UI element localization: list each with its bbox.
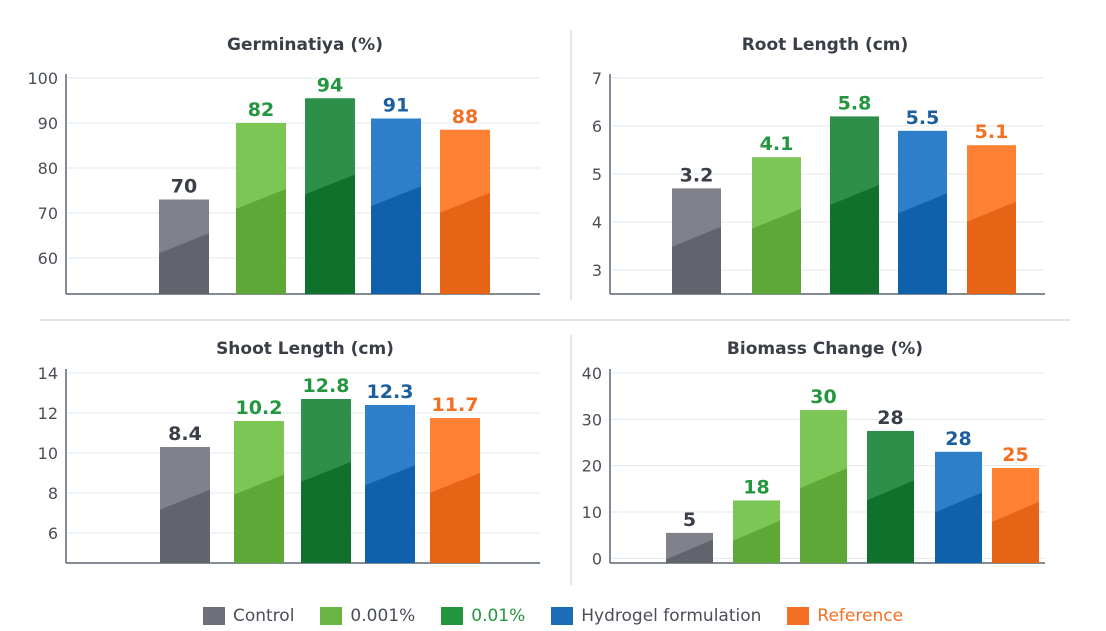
bar-value-label: 5 xyxy=(683,509,696,531)
y-tick-label: 14 xyxy=(38,364,58,383)
bar-shade xyxy=(160,489,210,563)
y-tick-label: 6 xyxy=(592,117,602,136)
bar-shade xyxy=(305,174,355,294)
bar-value-label: 88 xyxy=(452,106,478,128)
legend-label-hydrogel: Hydrogel formulation xyxy=(581,606,762,626)
y-tick-label: 100 xyxy=(27,69,58,88)
bar-value-label: 3.2 xyxy=(680,164,714,186)
legend: Control 0.001% 0.01% Hydrogel formulatio… xyxy=(0,603,1106,629)
bar-shade xyxy=(867,480,914,563)
y-tick-label: 10 xyxy=(582,503,602,522)
bar-shade xyxy=(733,520,780,563)
bar-shade xyxy=(830,184,879,294)
bar-shade xyxy=(365,465,415,563)
bar-shade xyxy=(236,188,286,294)
bar-shade xyxy=(967,201,1016,294)
bar-value-label: 28 xyxy=(877,407,903,429)
y-tick-label: 4 xyxy=(592,213,602,232)
y-tick-label: 6 xyxy=(48,524,58,543)
y-tick-label: 90 xyxy=(38,114,58,133)
bar-shade xyxy=(935,492,982,563)
bar-shade xyxy=(992,501,1039,563)
bar-shade xyxy=(301,461,351,563)
legend-item-001: 0.01% xyxy=(441,606,525,626)
bar-value-label: 4.1 xyxy=(760,133,794,155)
legend-label-reference: Reference xyxy=(817,606,904,626)
y-tick-label: 12 xyxy=(38,404,58,423)
y-tick-label: 80 xyxy=(38,159,58,178)
bar-value-label: 10.2 xyxy=(236,397,283,419)
legend-item-hydrogel: Hydrogel formulation xyxy=(551,606,761,626)
bar-value-label: 28 xyxy=(945,428,971,450)
bar-value-label: 8.4 xyxy=(168,423,202,445)
legend-swatch-hydrogel xyxy=(551,607,574,625)
y-tick-label: 70 xyxy=(38,204,58,223)
y-tick-label: 10 xyxy=(38,444,58,463)
legend-swatch-control xyxy=(202,607,225,625)
bar-shade xyxy=(800,468,847,563)
chart-title: Root Length (cm) xyxy=(742,35,909,55)
y-tick-label: 20 xyxy=(582,457,602,476)
legend-swatch-0001 xyxy=(320,607,343,625)
y-tick-label: 5 xyxy=(592,165,602,184)
legend-item-control: Control xyxy=(202,606,295,626)
bar-value-label: 82 xyxy=(248,99,274,121)
bar-value-label: 25 xyxy=(1002,444,1028,466)
bar-value-label: 11.7 xyxy=(432,394,479,416)
bar-value-label: 94 xyxy=(317,74,343,96)
bar-value-label: 5.8 xyxy=(838,92,872,114)
chart-title: Shoot Length (cm) xyxy=(216,339,394,359)
y-tick-label: 30 xyxy=(582,410,602,429)
bar-value-label: 12.3 xyxy=(367,381,414,403)
legend-swatch-reference xyxy=(787,607,810,625)
bar-value-label: 70 xyxy=(171,176,197,198)
y-tick-label: 60 xyxy=(38,249,58,268)
y-tick-label: 7 xyxy=(592,69,602,88)
legend-label-001: 0.01% xyxy=(471,606,526,626)
bar-shade xyxy=(752,208,801,294)
bar-shade xyxy=(371,186,421,294)
bar-value-label: 18 xyxy=(743,476,769,498)
legend-item-reference: Reference xyxy=(787,606,903,626)
bar-shade xyxy=(430,472,480,563)
bar-shade xyxy=(159,233,209,294)
bar-shade xyxy=(234,474,284,563)
bar-shade xyxy=(672,226,721,294)
charts-canvas: Germinatiya (%)607080901007082949188Root… xyxy=(27,30,1070,585)
y-tick-label: 3 xyxy=(592,261,602,280)
chart-title: Biomass Change (%) xyxy=(727,339,923,359)
y-tick-label: 8 xyxy=(48,484,58,503)
legend-label-control: Control xyxy=(232,606,295,626)
legend-swatch-001 xyxy=(441,607,464,625)
bar-value-label: 5.1 xyxy=(975,121,1009,143)
legend-label-0001: 0.001% xyxy=(350,606,416,626)
chart-title: Germinatiya (%) xyxy=(227,35,383,55)
y-tick-label: 0 xyxy=(592,549,602,568)
bar-shade xyxy=(440,192,490,294)
bar-value-label: 5.5 xyxy=(906,107,940,129)
bar-value-label: 30 xyxy=(810,386,836,408)
bar-shade xyxy=(898,193,947,294)
y-tick-label: 40 xyxy=(582,364,602,383)
bar-value-label: 91 xyxy=(383,95,409,117)
bar-value-label: 12.8 xyxy=(303,375,350,397)
legend-item-0001: 0.001% xyxy=(320,606,415,626)
bar-shade xyxy=(666,539,713,563)
